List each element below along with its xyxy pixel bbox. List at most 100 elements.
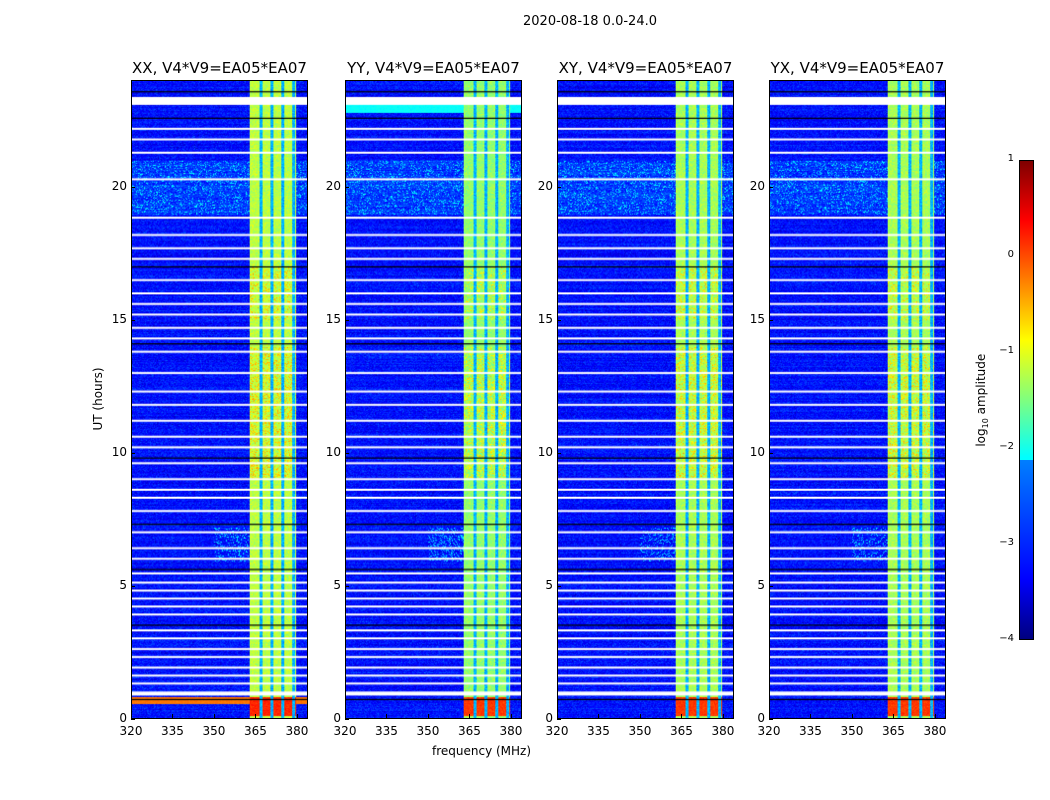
panel-title: XY, V4*V9=EA05*EA07 [558,59,733,77]
y-tick-label: 10 [537,444,553,459]
y-tick-mark [131,452,135,454]
y-tick-mark [345,719,349,720]
y-tick-label: 5 [545,577,553,592]
heatmap-panel-3 [769,80,946,719]
y-tick-label: 5 [757,577,765,592]
figure-title: 2020-08-18 0.0-24.0 [523,14,657,29]
x-tick-label: 350 [628,724,652,738]
y-tick-mark [345,319,349,321]
y-tick-label: 5 [119,577,127,592]
x-tick-mark [598,714,600,718]
y-tick-label: 15 [325,311,341,326]
x-tick-mark [469,714,471,718]
heatmap-image [770,81,945,718]
y-tick-label: 15 [111,311,127,326]
heatmap-panel-2 [557,80,734,719]
y-tick-mark [557,452,561,454]
x-tick-label: 365 [244,724,267,738]
x-tick-label: 365 [882,724,905,738]
y-tick-label: 0 [333,711,341,725]
x-tick-mark [810,714,812,718]
y-tick-mark [131,186,135,188]
x-axis-label: frequency (MHz) [432,744,532,758]
x-tick-label: 335 [161,724,184,738]
y-tick-label: 15 [749,311,765,326]
heatmap-panel-1 [345,80,522,719]
colorbar-label-base: 10 [981,418,991,429]
colorbar-label: log10 amplitude [974,340,990,460]
x-tick-mark [851,714,853,718]
y-tick-mark [557,319,561,321]
x-tick-mark [296,714,298,718]
x-tick-mark [893,714,895,718]
colorbar-tick-label: −3 [999,537,1014,548]
colorbar-tick-label: 1 [1007,153,1014,164]
x-tick-mark [427,714,429,718]
x-tick-mark [557,714,558,718]
y-tick-mark [769,319,773,321]
x-tick-mark [386,714,388,718]
y-tick-mark [557,719,561,720]
x-tick-mark [769,714,770,718]
x-tick-mark [255,714,257,718]
x-tick-label: 335 [587,724,610,738]
y-tick-mark [131,319,135,321]
y-tick-label: 10 [111,444,127,459]
x-tick-mark [722,714,724,718]
x-tick-mark [639,714,641,718]
heatmap-panel-0 [131,80,308,719]
y-tick-label: 0 [757,711,765,725]
panel-title: YX, V4*V9=EA05*EA07 [770,59,945,77]
y-tick-mark [769,452,773,454]
y-tick-label: 15 [537,311,553,326]
y-tick-mark [345,186,349,188]
y-tick-label: 20 [537,178,553,193]
heatmap-image [346,81,521,718]
x-tick-mark [345,714,346,718]
colorbar [1019,160,1034,640]
x-tick-label: 380 [711,724,735,738]
x-tick-label: 350 [840,724,864,738]
x-tick-label: 350 [416,724,440,738]
y-tick-mark [345,452,349,454]
y-tick-label: 20 [325,178,341,193]
y-tick-mark [769,186,773,188]
y-tick-label: 0 [545,711,553,725]
colorbar-tick-label: 0 [1007,249,1014,260]
colorbar-tick-label: −4 [999,633,1014,644]
x-tick-label: 365 [670,724,693,738]
colorbar-tick-label: −1 [999,345,1014,356]
x-tick-mark [681,714,683,718]
x-tick-label: 335 [799,724,822,738]
x-tick-label: 320 [119,724,143,738]
y-tick-mark [769,585,773,587]
x-tick-label: 380 [923,724,947,738]
x-tick-label: 365 [458,724,481,738]
y-tick-label: 20 [749,178,765,193]
y-tick-mark [769,719,773,720]
colorbar-tick-label: −2 [999,441,1014,452]
x-tick-mark [131,714,132,718]
y-tick-label: 0 [119,711,127,725]
y-tick-mark [557,186,561,188]
x-tick-label: 350 [202,724,226,738]
y-tick-mark [557,585,561,587]
y-tick-label: 10 [325,444,341,459]
colorbar-label-amplitude: amplitude [973,353,988,419]
panel-title: XX, V4*V9=EA05*EA07 [132,59,307,77]
x-tick-label: 320 [545,724,569,738]
x-tick-label: 335 [375,724,398,738]
x-tick-label: 320 [333,724,357,738]
y-tick-label: 5 [333,577,341,592]
y-tick-label: 10 [749,444,765,459]
y-axis-label: UT (hours) [91,367,105,431]
x-tick-mark [510,714,512,718]
heatmap-image [132,81,307,718]
y-tick-mark [131,585,135,587]
heatmap-image [558,81,733,718]
y-tick-mark [345,585,349,587]
x-tick-mark [172,714,174,718]
colorbar-label-log: log [973,428,988,447]
x-tick-label: 380 [499,724,523,738]
x-tick-label: 380 [285,724,309,738]
